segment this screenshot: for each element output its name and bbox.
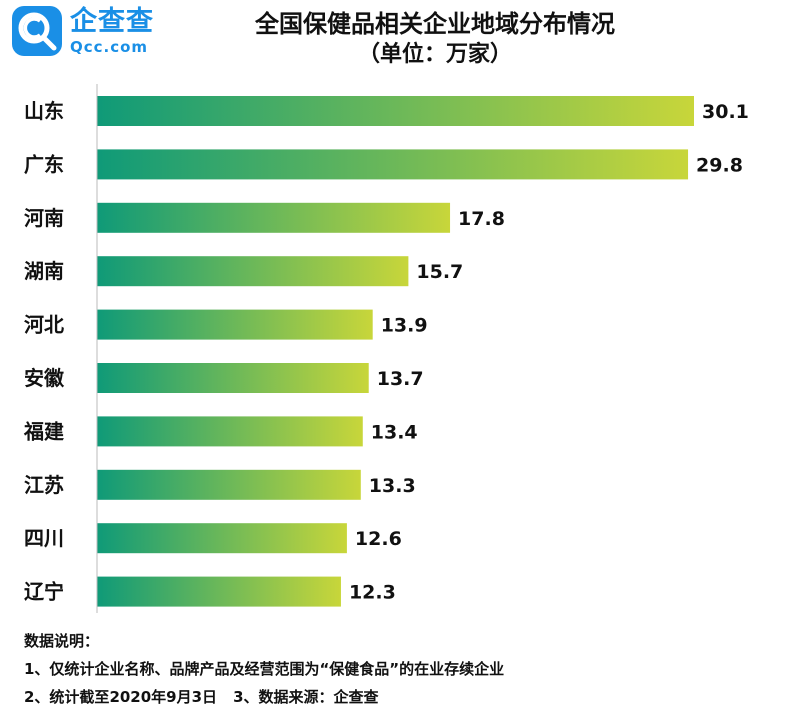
bar xyxy=(97,416,363,447)
notes-line-1: 1、仅统计企业名称、品牌产品及经营范围为“保健食品”的在业存续企业 xyxy=(24,660,505,678)
logo-name-en: Qcc.com xyxy=(70,37,149,56)
notes-line-2a: 2、统计截至2020年9月3日 xyxy=(24,688,218,706)
notes-line-2b: 3、数据来源：企查查 xyxy=(233,688,379,706)
value-label: 13.9 xyxy=(381,315,428,337)
value-label: 12.3 xyxy=(349,582,396,604)
category-label: 河南 xyxy=(24,206,64,230)
value-label: 13.3 xyxy=(369,475,416,497)
magnifier-c-icon xyxy=(18,12,57,51)
chart-subtitle: （单位：万家） xyxy=(357,42,512,67)
category-label: 福建 xyxy=(23,419,64,443)
bar xyxy=(97,202,451,233)
notes-line-2: 2、统计截至2020年9月3日 3、数据来源：企查查 xyxy=(24,683,504,711)
value-label: 13.4 xyxy=(371,421,418,443)
value-label: 15.7 xyxy=(416,261,463,283)
data-notes: 数据说明： 1、仅统计企业名称、品牌产品及经营范围为“保健食品”的在业存续企业 … xyxy=(24,627,504,711)
logo-name-cn: 企查查 xyxy=(70,5,154,37)
logo-badge-icon xyxy=(12,6,62,56)
category-label: 江苏 xyxy=(24,473,64,497)
category-label: 四川 xyxy=(24,526,64,550)
value-label: 29.8 xyxy=(696,154,743,176)
category-label: 山东 xyxy=(24,99,64,123)
bar xyxy=(97,149,689,180)
category-label: 辽宁 xyxy=(24,580,64,604)
value-label: 30.1 xyxy=(702,101,749,123)
notes-heading: 数据说明： xyxy=(24,632,100,650)
qcc-logo: 企查查 Qcc.com xyxy=(12,6,154,56)
value-label: 17.8 xyxy=(458,208,505,230)
bar xyxy=(97,96,694,126)
bar xyxy=(97,309,373,340)
bar xyxy=(97,363,369,393)
category-label: 安徽 xyxy=(24,366,65,390)
category-label: 广东 xyxy=(24,152,64,176)
category-label: 河北 xyxy=(24,313,64,337)
chart-title: 全国保健品相关企业地域分布情况 xyxy=(255,10,615,38)
value-label: 12.6 xyxy=(355,528,402,550)
bar xyxy=(97,256,409,287)
category-label: 湖南 xyxy=(24,259,64,283)
bar xyxy=(97,469,361,500)
bar xyxy=(97,523,347,554)
bar xyxy=(97,576,341,607)
value-label: 13.7 xyxy=(377,368,424,390)
